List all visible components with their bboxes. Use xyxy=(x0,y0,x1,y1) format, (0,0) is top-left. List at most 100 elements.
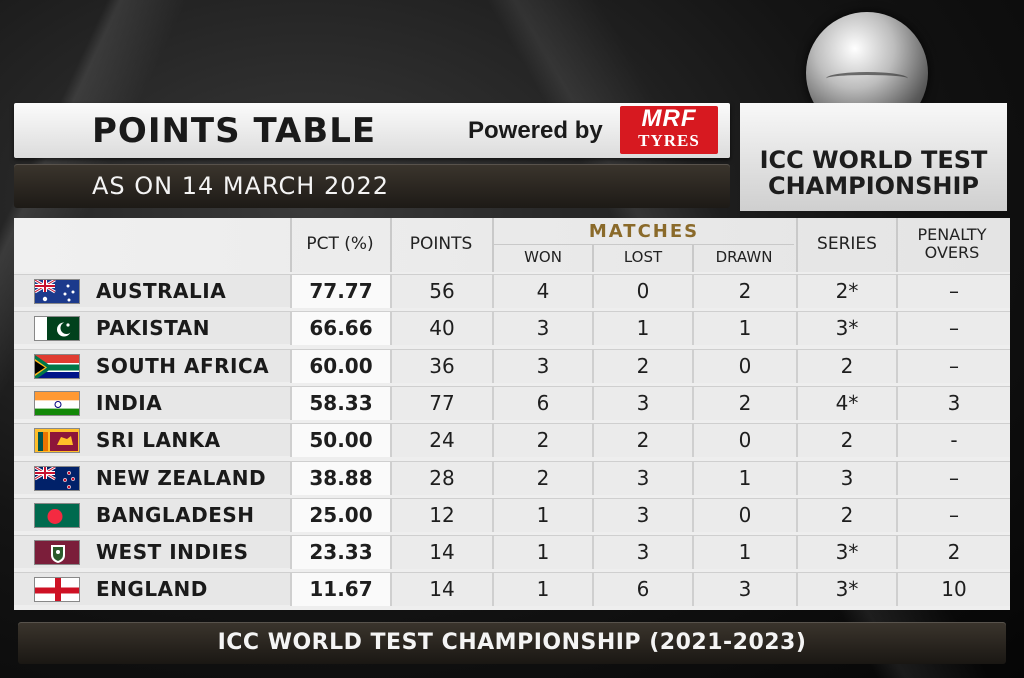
header-series: SERIES xyxy=(817,234,877,254)
cell-penalty: - xyxy=(896,424,1010,458)
cell-won: 3 xyxy=(492,349,592,383)
cell-penalty: – xyxy=(896,461,1010,495)
cell-series: 3 xyxy=(796,461,896,495)
cell-won: 2 xyxy=(492,461,592,495)
table-row: AUSTRALIA 77.77 56 4 0 2 2* – xyxy=(14,274,1010,308)
header-won: WON xyxy=(524,248,562,266)
cell-series: 3* xyxy=(796,312,896,346)
table-header: PCT (%) POINTS MATCHES WON LOST DRAWN SE… xyxy=(14,218,1010,272)
cell-points: 14 xyxy=(390,573,492,607)
cell-drawn: 0 xyxy=(692,349,796,383)
cell-drawn: 1 xyxy=(692,461,796,495)
header-penalty-overs: PENALTY OVERS xyxy=(898,226,1006,262)
cell-lost: 1 xyxy=(592,312,692,346)
cell-drawn: 3 xyxy=(692,573,796,607)
cell-drawn: 2 xyxy=(692,386,796,420)
wtc-logo-panel: ICC WORLD TEST CHAMPIONSHIP xyxy=(740,103,1007,211)
table-row: INDIA 58.33 77 6 3 2 4* 3 xyxy=(14,385,1010,420)
header-drawn: DRAWN xyxy=(715,248,773,266)
cell-won: 1 xyxy=(492,536,592,570)
team-name: PAKISTAN xyxy=(96,316,210,341)
team-name: WEST INDIES xyxy=(96,540,249,565)
cell-lost: 3 xyxy=(592,536,692,570)
table-row: PAKISTAN 66.66 40 3 1 1 3* – xyxy=(14,311,1010,346)
cell-penalty: – xyxy=(896,498,1010,532)
cell-penalty: – xyxy=(896,349,1010,383)
cell-lost: 0 xyxy=(592,275,692,308)
cell-pct: 66.66 xyxy=(290,312,390,346)
cell-drawn: 2 xyxy=(692,275,796,308)
cell-points: 14 xyxy=(390,536,492,570)
cell-won: 2 xyxy=(492,424,592,458)
cell-series: 4* xyxy=(796,386,896,420)
header-pct: PCT (%) xyxy=(306,234,374,254)
team-name: ENGLAND xyxy=(96,577,208,602)
new-zealand-flag-icon xyxy=(34,465,80,491)
cell-won: 1 xyxy=(492,498,592,532)
pakistan-flag-icon xyxy=(34,316,80,342)
powered-by-label: Powered by xyxy=(468,117,603,144)
cell-series: 3* xyxy=(796,536,896,570)
footer-title: ICC WORLD TEST CHAMPIONSHIP (2021-2023) xyxy=(217,630,807,655)
header-matches: MATCHES xyxy=(588,221,700,242)
cell-penalty: 10 xyxy=(896,573,1010,607)
cell-pct: 77.77 xyxy=(290,275,390,308)
cell-won: 3 xyxy=(492,312,592,346)
team-name: SRI LANKA xyxy=(96,428,221,453)
wtc-logo-line1: ICC WORLD TEST xyxy=(759,146,988,174)
table-row: ENGLAND 11.67 14 1 6 3 3* 10 xyxy=(14,572,1010,607)
cell-series: 2 xyxy=(796,424,896,458)
cell-pct: 25.00 xyxy=(290,498,390,532)
cell-lost: 2 xyxy=(592,424,692,458)
cell-series: 3* xyxy=(796,573,896,607)
cell-points: 28 xyxy=(390,461,492,495)
table-row: WEST INDIES 23.33 14 1 3 1 3* 2 xyxy=(14,535,1010,570)
header-points: POINTS xyxy=(409,234,473,254)
footer-banner: ICC WORLD TEST CHAMPIONSHIP (2021-2023) xyxy=(18,622,1006,664)
cell-penalty: – xyxy=(896,275,1010,308)
header-penalty-line1: PENALTY xyxy=(917,225,987,244)
sri-lanka-flag-icon xyxy=(34,428,80,454)
as-on-date: AS ON 14 MARCH 2022 xyxy=(92,172,390,200)
cell-lost: 6 xyxy=(592,573,692,607)
team-name: AUSTRALIA xyxy=(96,279,227,303)
cell-penalty: 2 xyxy=(896,536,1010,570)
table-row: SOUTH AFRICA 60.00 36 3 2 0 2– xyxy=(14,348,1010,383)
cell-pct: 58.33 xyxy=(290,386,390,420)
points-table: PCT (%) POINTS MATCHES WON LOST DRAWN SE… xyxy=(14,218,1010,610)
south-africa-flag-icon xyxy=(34,353,80,379)
wtc-logo-line2: CHAMPIONSHIP xyxy=(767,172,980,200)
team-name: INDIA xyxy=(96,390,163,415)
cell-penalty: 3 xyxy=(896,386,1010,420)
cell-points: 12 xyxy=(390,498,492,532)
west-indies-flag-icon xyxy=(34,540,80,566)
cell-pct: 60.00 xyxy=(290,349,390,383)
cell-drawn: 0 xyxy=(692,498,796,532)
cell-lost: 3 xyxy=(592,498,692,532)
cell-drawn: 1 xyxy=(692,312,796,346)
bangladesh-flag-icon xyxy=(34,502,80,528)
cell-series: 2 xyxy=(796,349,896,383)
cell-points: 56 xyxy=(390,275,492,308)
australia-flag-icon xyxy=(34,279,80,304)
cell-points: 40 xyxy=(390,312,492,346)
header-lost: LOST xyxy=(623,248,663,266)
header-penalty-line2: OVERS xyxy=(924,243,980,262)
page-title: POINTS TABLE xyxy=(92,111,377,151)
cell-pct: 23.33 xyxy=(290,536,390,570)
cell-pct: 11.67 xyxy=(290,573,390,607)
cell-points: 24 xyxy=(390,424,492,458)
cell-points: 36 xyxy=(390,349,492,383)
title-banner: POINTS TABLE Powered by MRF TYRES xyxy=(14,103,730,158)
cell-series: 2 xyxy=(796,498,896,532)
cell-drawn: 0 xyxy=(692,424,796,458)
cell-lost: 2 xyxy=(592,349,692,383)
sponsor-line1: MRF xyxy=(641,105,697,132)
cell-points: 77 xyxy=(390,386,492,420)
date-banner: AS ON 14 MARCH 2022 xyxy=(14,164,730,208)
cell-pct: 38.88 xyxy=(290,461,390,495)
table-row: NEW ZEALAND 38.88 28 2 3 1 3– xyxy=(14,460,1010,495)
team-name: NEW ZEALAND xyxy=(96,465,267,490)
cell-won: 1 xyxy=(492,573,592,607)
team-name: BANGLADESH xyxy=(96,502,255,527)
